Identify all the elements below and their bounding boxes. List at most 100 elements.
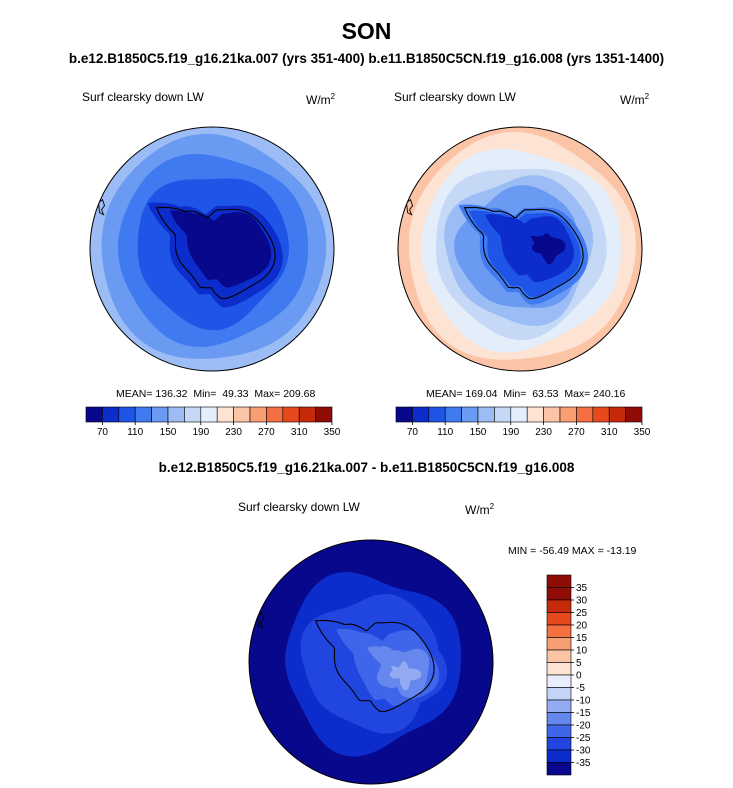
panel2-south-america-outline: [406, 198, 414, 216]
panel3-colorbar-swatch-12: [546, 724, 572, 738]
panel1-colorbar-swatch-1: [102, 406, 120, 423]
panel1-colorbar-swatch-8: [216, 406, 234, 423]
panel3-south-america-outline: [257, 611, 265, 629]
panel2-colorbar-tick-label-0: 70: [407, 427, 419, 438]
panel3-colorbar-tick-label-13: -30: [576, 746, 591, 757]
panel3-colorbar-tick-label-7: 0: [576, 671, 582, 682]
panel1-colorbar-swatch-9: [233, 406, 251, 423]
panel1-colorbar-swatch-0: [85, 406, 103, 423]
panel2-colorbar-swatch-9: [543, 406, 561, 423]
panel3-colorbar-tick-label-10: -15: [576, 708, 591, 719]
panel2-polar-map: [397, 126, 643, 372]
panel2-colorbar-tick-label-1: 110: [437, 427, 453, 438]
panel2-contour-fill: [398, 127, 642, 371]
panel3-colorbar-tick-label-1: 30: [576, 596, 588, 607]
panel2-stats: MEAN= 169.04 Min= 63.53 Max= 240.16: [426, 388, 626, 400]
panel3-colorbar-swatch-1: [546, 587, 572, 601]
panel2-colorbar-swatch-14: [625, 406, 643, 423]
panel1-units: W/m2: [306, 92, 336, 107]
panel2-colorbar-swatch-1: [412, 406, 430, 423]
case-names-line: b.e12.B1850C5.f19_g16.21ka.007 (yrs 351-…: [68, 51, 665, 66]
panel1-colorbar-tick-label-7: 350: [324, 427, 341, 438]
panel2-land-band-3: [530, 233, 566, 265]
panel1-polar-map: [89, 126, 335, 372]
panel2-colorbar-tick-label-2: 150: [470, 427, 487, 438]
panel1-colorbar-tick-label-0: 70: [97, 427, 109, 438]
panel1-map-border: [89, 126, 335, 372]
panel1-colorbar-swatch-12: [282, 406, 300, 423]
panel2-colorbar-swatch-11: [576, 406, 594, 423]
panel1-colorbar-tick-label-2: 150: [160, 427, 177, 438]
panel3-colorbar-tick-label-12: -25: [576, 733, 591, 744]
panel3-colorbar-swatch-4: [546, 624, 572, 638]
panel1-variable-label: Surf clearsky down LW: [82, 90, 204, 104]
panel2-colorbar-tick-label-5: 270: [568, 427, 585, 438]
panel2-colorbar-swatch-2: [428, 406, 446, 423]
panel3-colorbar-swatch-11: [546, 712, 572, 726]
panel3-map-border: [248, 539, 494, 785]
panel3-colorbar-tick-label-6: 5: [576, 658, 582, 669]
panel2-colorbar-swatch-10: [559, 406, 577, 423]
panel2-colorbar-tick-label-4: 230: [535, 427, 552, 438]
panel2-colorbar-tick-label-7: 350: [634, 427, 651, 438]
panel2-colorbar-swatch-13: [608, 406, 626, 423]
panel1-colorbar-swatch-6: [184, 406, 202, 423]
panel1-colorbar-swatch-10: [249, 406, 267, 423]
panel2-units: W/m2: [620, 92, 650, 107]
panel2-antarctica-outline: [463, 206, 584, 300]
panel1-stats: MEAN= 136.32 Min= 49.33 Max= 209.68: [116, 388, 316, 400]
panel3-units: W/m2: [465, 502, 495, 517]
panel1-colorbar-swatch-4: [151, 406, 169, 423]
panel2-colorbar: 70 110 150 190 230 270 310 350: [395, 406, 651, 438]
panel3-colorbar-swatch-9: [546, 687, 572, 701]
panel2-variable-label: Surf clearsky down LW: [394, 90, 516, 104]
panel3-variable-label: Surf clearsky down LW: [238, 500, 360, 514]
panel3-colorbar-swatch-3: [546, 612, 572, 626]
panel1-colorbar-swatch-11: [266, 406, 284, 423]
panel3-colorbar-swatch-13: [546, 737, 572, 751]
panel3-colorbar-tick-label-0: 35: [576, 583, 588, 594]
panel3-colorbar-swatch-5: [546, 637, 572, 651]
panel2-colorbar-swatch-7: [510, 406, 528, 423]
panel3-colorbar-swatch-0: [546, 574, 572, 588]
panel3-colorbar-swatch-10: [546, 699, 572, 713]
panel2-colorbar-swatch-12: [592, 406, 610, 423]
panel3-colorbar-tick-label-4: 15: [576, 633, 588, 644]
panel1-colorbar-swatch-3: [134, 406, 152, 423]
panel1-contour-fill: [90, 127, 334, 371]
panel1-colorbar-swatch-13: [298, 406, 316, 423]
panel3-colorbar-tick-label-8: -5: [576, 683, 585, 694]
panel1-land-band-1: [169, 210, 272, 288]
panel3-colorbar-tick-label-9: -10: [576, 696, 591, 707]
panel3-colorbar-swatch-8: [546, 674, 572, 688]
panel2-colorbar-swatch-8: [526, 406, 544, 423]
panel2-colorbar-tick-label-3: 190: [502, 427, 519, 438]
panel2-map-border: [397, 126, 643, 372]
panel3-stats: MIN = -56.49 MAX = -13.19: [508, 545, 637, 557]
panel1-colorbar-tick-label-4: 230: [225, 427, 242, 438]
panel2-land-band-2: [485, 214, 574, 283]
panel2-colorbar-swatch-6: [494, 406, 512, 423]
panel1-colorbar-swatch-14: [315, 406, 333, 423]
panel1-antarctica-outline: [155, 206, 276, 300]
panel3-contour-fill: [249, 540, 493, 784]
panel1-colorbar-swatch-7: [200, 406, 218, 423]
panel3-colorbar-swatch-2: [546, 599, 572, 613]
panel2-colorbar-swatch-5: [477, 406, 495, 423]
panel3-colorbar-tick-label-11: -20: [576, 721, 591, 732]
panel1-colorbar-swatch-2: [118, 406, 136, 423]
panel3-colorbar-tick-label-5: 10: [576, 646, 588, 657]
panel1-colorbar-tick-label-6: 310: [291, 427, 308, 438]
panel3-colorbar-swatch-6: [546, 649, 572, 663]
panel3-colorbar-tick-label-3: 20: [576, 621, 588, 632]
panel3-land-band-3: [389, 661, 422, 691]
panel2-colorbar-swatch-3: [444, 406, 462, 423]
difference-heading: b.e12.B1850C5.f19_g16.21ka.007 - b.e11.B…: [158, 460, 575, 475]
panel3-polar-map: [248, 539, 494, 785]
panel1-colorbar-tick-label-1: 110: [127, 427, 143, 438]
panel2-colorbar-swatch-0: [395, 406, 413, 423]
panel2-colorbar-tick-label-6: 310: [601, 427, 618, 438]
panel3-colorbar-swatch-14: [546, 749, 572, 763]
panel1-south-america-outline: [98, 198, 106, 216]
